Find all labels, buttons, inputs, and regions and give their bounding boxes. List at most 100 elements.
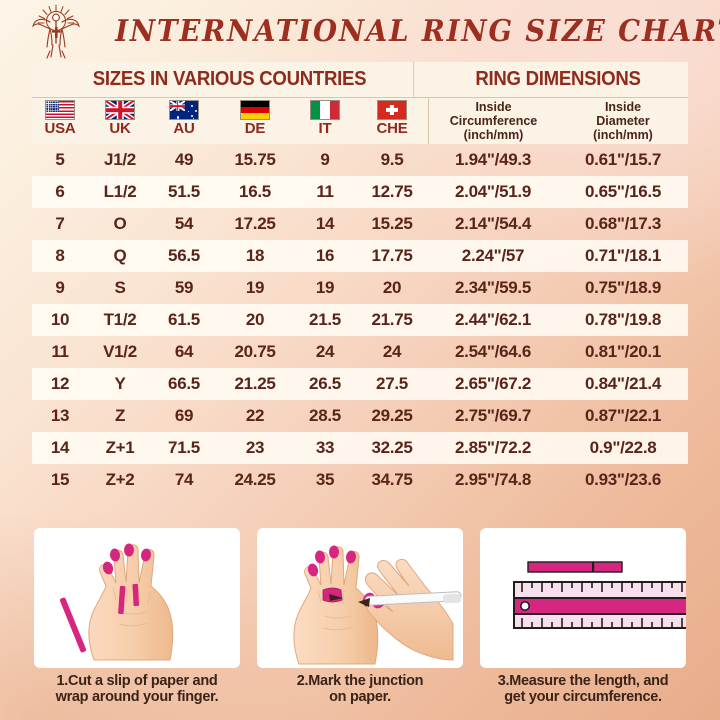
cell-de: 20 <box>245 310 265 329</box>
column-header-uk: UK <box>88 98 152 144</box>
cell-che: 21.75 <box>371 310 413 329</box>
flag-uk-icon <box>105 100 135 120</box>
cell-au: 59 <box>174 278 194 297</box>
cell-uk: S <box>114 278 126 297</box>
cell-au: 66.5 <box>168 374 200 393</box>
diam-line1: Inside <box>604 100 642 114</box>
cell-circumference: 2.34"/59.5 <box>455 278 531 297</box>
step-2-caption-line1: 2.Mark the junction <box>296 673 424 689</box>
table-row: 14 Z+1 71.5 23 33 32.25 2.85"/72.2 0.9"/22.8 <box>32 432 688 464</box>
flag-che-icon <box>377 100 407 120</box>
cell-de: 23 <box>245 438 265 457</box>
cell-uk: Z+1 <box>105 438 135 457</box>
cell-it: 16 <box>315 246 335 265</box>
flag-au-icon <box>169 100 199 120</box>
step-3: 3.Measure the length, and get your circu… <box>480 528 686 705</box>
cell-it: 14 <box>315 214 335 233</box>
cell-uk: Y <box>114 374 126 393</box>
column-header-diameter: Inside Diameter (inch/mm) <box>558 98 688 144</box>
cell-it: 28.5 <box>309 406 341 425</box>
flag-de-icon <box>240 100 270 120</box>
cell-che: 12.75 <box>371 182 413 201</box>
cell-diameter: 0.93"/23.6 <box>585 470 661 489</box>
cell-uk: Z+2 <box>105 470 135 489</box>
cell-usa: 10 <box>50 310 70 329</box>
column-label-it: IT <box>318 120 332 137</box>
cell-circumference: 2.75"/69.7 <box>455 406 531 425</box>
cell-circumference: 2.14"/54.4 <box>455 214 531 233</box>
circ-line1: Inside <box>475 100 512 114</box>
cell-it: 26.5 <box>309 374 341 393</box>
table-row: 6 L1/2 51.5 16.5 11 12.75 2.04"/51.9 0.65"/16.5 <box>32 176 688 208</box>
cell-circumference: 2.44"/62.1 <box>455 310 531 329</box>
cell-de: 15.75 <box>234 150 276 169</box>
cell-che: 29.25 <box>371 406 413 425</box>
cell-circumference: 1.94"/49.3 <box>455 150 531 169</box>
table-row: 11 V1/2 64 20.75 24 24 2.54"/64.6 0.81"/20.1 <box>32 336 688 368</box>
chart-header: INTERNATIONAL RING SIZE CHART <box>0 0 720 62</box>
cell-diameter: 0.75"/18.9 <box>585 278 661 297</box>
cell-au: 74 <box>174 470 194 489</box>
step-1: 1.Cut a slip of paper and wrap around yo… <box>34 528 240 705</box>
column-label-de: DE <box>244 120 266 137</box>
diam-line2: Diameter <box>596 114 650 128</box>
cell-che: 24 <box>382 342 402 361</box>
cell-uk: V1/2 <box>103 342 137 361</box>
cell-circumference: 2.65"/67.2 <box>455 374 531 393</box>
cell-uk: T1/2 <box>103 310 137 329</box>
table-row: 12 Y 66.5 21.25 26.5 27.5 2.65"/67.2 0.84"/21.4 <box>32 368 688 400</box>
column-header-it: IT <box>294 98 356 144</box>
cell-de: 18 <box>245 246 265 265</box>
cell-it: 33 <box>315 438 335 457</box>
cell-usa: 8 <box>55 246 65 265</box>
column-header-circumference: Inside Circumference (inch/mm) <box>428 98 558 144</box>
cell-au: 51.5 <box>168 182 200 201</box>
flag-usa-icon <box>45 100 75 120</box>
hand-with-paper-slip-illustration <box>34 528 240 668</box>
cell-che: 20 <box>382 278 402 297</box>
cell-au: 54 <box>174 214 194 233</box>
column-label-che: CHE <box>376 120 408 137</box>
cell-de: 21.25 <box>234 374 276 393</box>
table-row: 10 T1/2 61.5 20 21.5 21.75 2.44"/62.1 0.78"/19.… <box>32 304 688 336</box>
step-1-caption-line2: wrap around your finger. <box>55 689 219 706</box>
cell-circumference: 2.95"/74.8 <box>455 470 531 489</box>
column-header-che: CHE <box>356 98 428 144</box>
cell-uk: O <box>113 214 127 233</box>
cell-de: 22 <box>245 406 265 425</box>
circ-line2: Circumference <box>449 114 538 128</box>
cell-usa: 9 <box>55 278 65 297</box>
cell-it: 19 <box>315 278 335 297</box>
step-1-caption: 1.Cut a slip of paper and wrap around yo… <box>34 673 240 705</box>
table-body: 5 J1/2 49 15.75 9 9.5 1.94"/49.3 0.61"/15.7 6 L1/… <box>32 144 688 496</box>
cell-usa: 11 <box>51 342 69 361</box>
cell-usa: 15 <box>50 470 70 489</box>
table-row: 9 S 59 19 19 20 2.34"/59.5 0.75"/18.9 <box>32 272 688 304</box>
cell-it: 9 <box>320 150 330 169</box>
cell-diameter: 0.87"/22.1 <box>585 406 661 425</box>
cell-diameter: 0.84"/21.4 <box>585 374 661 393</box>
cell-it: 11 <box>316 182 334 201</box>
group-header-countries: SIZES IN VARIOUS COUNTRIES <box>46 62 415 97</box>
cell-circumference: 2.54"/64.6 <box>455 342 531 361</box>
step-3-caption-line1: 3.Measure the length, and <box>497 673 669 689</box>
cell-diameter: 0.61"/15.7 <box>585 150 661 169</box>
cell-uk: L1/2 <box>103 182 137 201</box>
cell-diameter: 0.81"/20.1 <box>585 342 661 361</box>
cell-de: 16.5 <box>239 182 271 201</box>
table-row: 8 Q 56.5 18 16 17.75 2.24"/57 0.71"/18.1 <box>32 240 688 272</box>
cell-che: 32.25 <box>371 438 413 457</box>
cell-uk: J1/2 <box>104 150 136 169</box>
column-label-au: AU <box>173 120 195 137</box>
group-header-dimensions: RING DIMENSIONS <box>475 68 641 90</box>
cell-che: 27.5 <box>376 374 408 393</box>
cell-uk: Q <box>113 246 127 265</box>
table-row: 5 J1/2 49 15.75 9 9.5 1.94"/49.3 0.61"/15.7 <box>32 144 688 176</box>
measuring-instructions: 1.Cut a slip of paper and wrap around yo… <box>34 528 686 705</box>
table-row: 7 O 54 17.25 14 15.25 2.14"/54.4 0.68"/17.3 <box>32 208 688 240</box>
table-row: 13 Z 69 22 28.5 29.25 2.75"/69.7 0.87"/22.1 <box>32 400 688 432</box>
table-row: 15 Z+2 74 24.25 35 34.75 2.95"/74.8 0.93"/23.6 <box>32 464 688 496</box>
cell-diameter: 0.65"/16.5 <box>585 182 661 201</box>
step-2-caption: 2.Mark the junction on paper. <box>257 673 463 705</box>
cell-diameter: 0.71"/18.1 <box>585 246 661 265</box>
